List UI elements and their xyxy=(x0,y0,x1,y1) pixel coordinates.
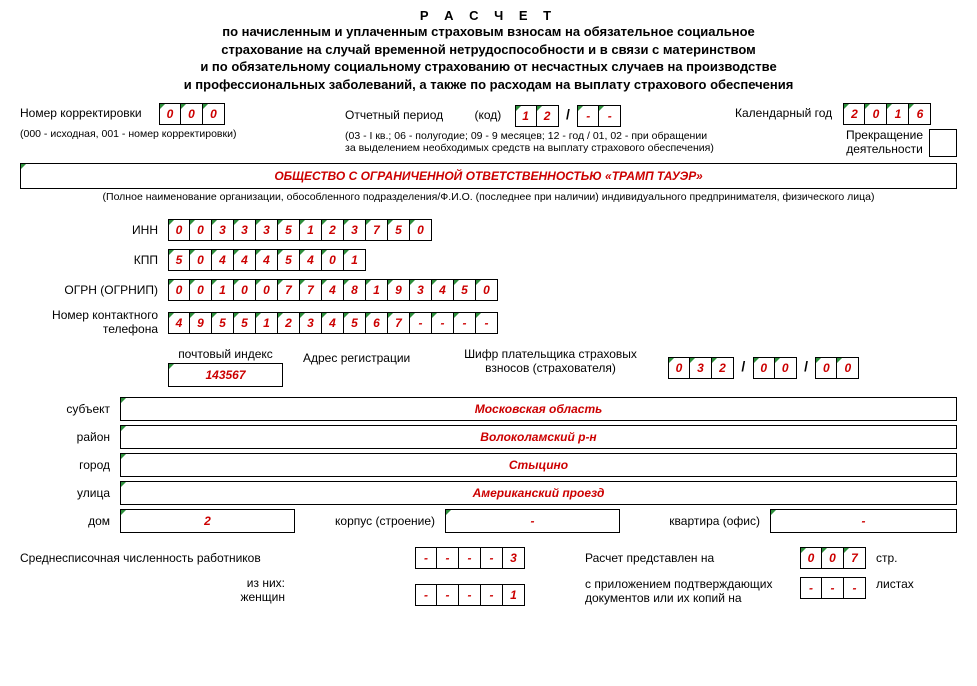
building-label: корпус (строение) xyxy=(295,514,445,528)
doc-title: Р А С Ч Е Т xyxy=(20,8,957,23)
city-value: Стыцино xyxy=(120,453,957,477)
women-label: из них:женщин xyxy=(20,577,415,606)
addr-label: Адрес регистрации xyxy=(283,347,433,365)
flat-label: квартира (офис) xyxy=(620,514,770,528)
termination-box xyxy=(929,129,957,157)
building-value: - xyxy=(445,509,620,533)
period-hint: (03 - I кв.; 06 - полугодие; 09 - 9 меся… xyxy=(345,130,735,154)
flat-value: - xyxy=(770,509,957,533)
pages-cells: 007 xyxy=(800,547,866,569)
correction-hint: (000 - исходная, 001 - номер корректиров… xyxy=(20,128,345,140)
phone-cells: 49551234567---- xyxy=(168,312,498,334)
phone-label: Номер контактноготелефона xyxy=(20,309,168,337)
correction-cells: 0 0 0 xyxy=(159,103,225,125)
avg-staff-cells: ----3 xyxy=(415,547,525,569)
subject-label: субъект xyxy=(20,402,120,416)
kpp-label: КПП xyxy=(20,253,168,267)
street-label: улица xyxy=(20,486,120,500)
attach-cells: --- xyxy=(800,577,866,599)
period-label: Отчетный период xyxy=(345,108,443,122)
termination-label: Прекращениедеятельности xyxy=(846,129,923,157)
inn-cells: 003335123750 xyxy=(168,219,432,241)
pages-label: Расчет представлен на xyxy=(585,551,714,565)
payer-code-a: 032 xyxy=(668,357,734,379)
postal-label: почтовый индекс xyxy=(168,347,283,361)
payer-code-c: 00 xyxy=(815,357,859,379)
period-cells-a: 1 2 xyxy=(515,105,559,127)
kpp-cells: 504445401 xyxy=(168,249,366,271)
year-label: Календарный год xyxy=(735,106,832,120)
payer-code-label: Шифр плательщика страховыхвзносов (страх… xyxy=(433,347,668,376)
pages-suffix: стр. xyxy=(866,551,898,565)
doc-subtitle: по начисленным и уплаченным страховым вз… xyxy=(20,23,957,93)
attach-suffix: листах xyxy=(866,577,914,606)
attach-label: с приложением подтверждающихдокументов и… xyxy=(525,577,800,606)
org-name: ОБЩЕСТВО С ОГРАНИЧЕННОЙ ОТВЕТСТВЕННОСТЬЮ… xyxy=(20,163,957,189)
period-code-label: (код) xyxy=(474,108,501,122)
women-cells: ----1 xyxy=(415,584,525,606)
postal-value: 143567 xyxy=(168,363,283,387)
ogrn-cells: 001007748193450 xyxy=(168,279,498,301)
fullname-hint: (Полное наименование организации, обособ… xyxy=(20,191,957,203)
street-value: Американский проезд xyxy=(120,481,957,505)
city-label: город xyxy=(20,458,120,472)
correction-label: Номер корректировки xyxy=(20,106,142,120)
house-label: дом xyxy=(20,514,120,528)
ogrn-label: ОГРН (ОГРНИП) xyxy=(20,283,168,297)
period-cells-b: - - xyxy=(577,105,621,127)
subject-value: Московская область xyxy=(120,397,957,421)
house-value: 2 xyxy=(120,509,295,533)
avg-staff-label: Среднесписочная численность работников xyxy=(20,551,261,565)
year-cells: 2 0 1 6 xyxy=(843,103,931,125)
payer-code-b: 00 xyxy=(753,357,797,379)
inn-label: ИНН xyxy=(20,223,168,237)
district-value: Волоколамский р-н xyxy=(120,425,957,449)
district-label: район xyxy=(20,430,120,444)
